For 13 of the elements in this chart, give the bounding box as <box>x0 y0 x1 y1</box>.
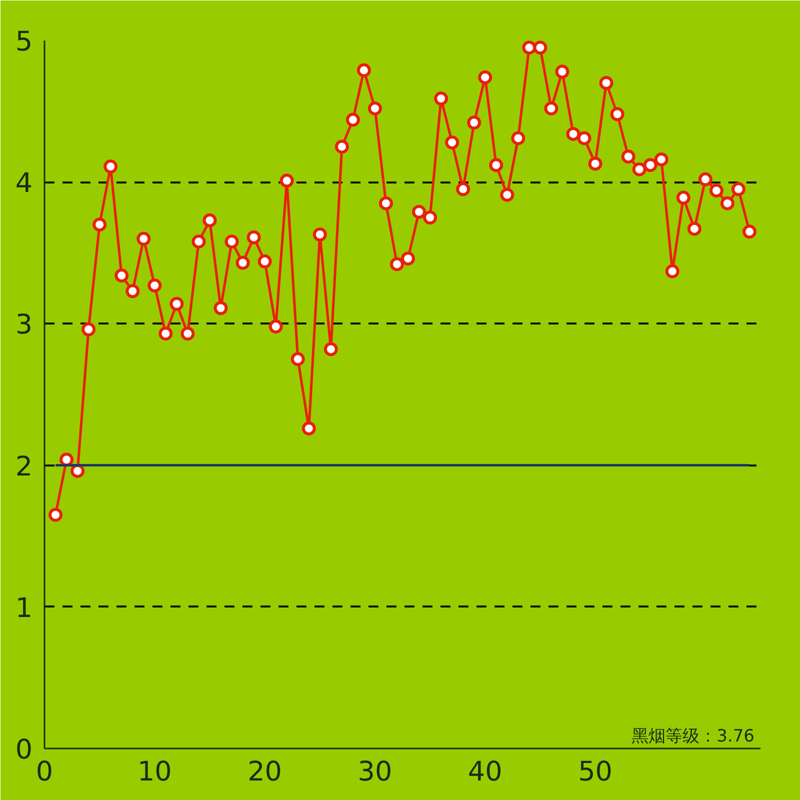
y-tick-label: 4 <box>15 168 33 200</box>
x-tick-label: 10 <box>137 756 172 788</box>
y-tick-label: 3 <box>15 310 33 341</box>
x-tick-label: 0 <box>36 756 54 788</box>
x-tick-label: 40 <box>468 756 502 788</box>
x-tick-label: 20 <box>248 756 282 788</box>
y-tick-label: 5 <box>15 26 33 58</box>
x-tick-label: 30 <box>358 756 392 788</box>
annotation: 黑烟等级：3.76 <box>632 726 755 746</box>
x-tick-label: 50 <box>578 756 612 788</box>
y-tick-label: 1 <box>15 592 33 624</box>
y-tick-label: 2 <box>15 451 33 482</box>
y-tick-label: 0 <box>15 734 33 766</box>
